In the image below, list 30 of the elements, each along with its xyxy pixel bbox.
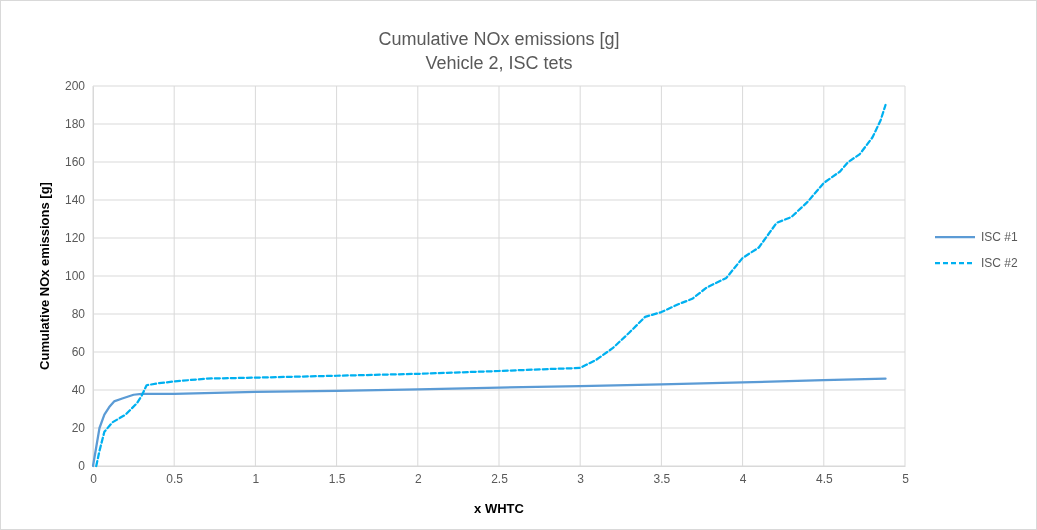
y-tick-label: 180: [64, 117, 86, 132]
line-series: [91, 377, 887, 468]
y-tick-label: 60: [71, 345, 86, 360]
y-tick-label: 0: [78, 459, 86, 474]
y-tick-label: 40: [71, 383, 86, 398]
legend-label: ISC #1: [981, 230, 1019, 244]
y-tick-label: 160: [64, 155, 86, 170]
x-tick-label: 1.5: [328, 471, 346, 486]
y-tick-label: 20: [71, 421, 86, 436]
y-tick-label: 200: [64, 79, 86, 94]
line-series: [95, 103, 887, 468]
x-tick-label: 4.5: [815, 471, 833, 486]
x-tick-label: 3.5: [653, 471, 671, 486]
y-tick-label: 100: [64, 269, 86, 284]
chart-subtitle: Vehicle 2, ISC tets: [425, 53, 573, 73]
y-tick-label: 140: [64, 193, 86, 208]
x-tick-label: 0: [90, 471, 98, 486]
x-tick-label: 5: [902, 471, 910, 486]
y-tick-label: 80: [71, 307, 86, 322]
x-tick-label: 3: [577, 471, 585, 486]
x-axis-title: x WHTC: [474, 501, 525, 516]
x-tick-label: 2: [414, 471, 422, 486]
y-axis-title: Cumulative NOx emissions [g]: [37, 182, 52, 370]
x-tick-label: 2.5: [491, 471, 509, 486]
chart-title: Cumulative NOx emissions [g]: [378, 29, 620, 49]
x-tick-label: 4: [739, 471, 747, 486]
legend-label: ISC #2: [981, 256, 1019, 270]
x-tick-label: 1: [252, 471, 260, 486]
x-tick-label: 0.5: [166, 471, 184, 486]
y-tick-label: 120: [64, 231, 86, 246]
